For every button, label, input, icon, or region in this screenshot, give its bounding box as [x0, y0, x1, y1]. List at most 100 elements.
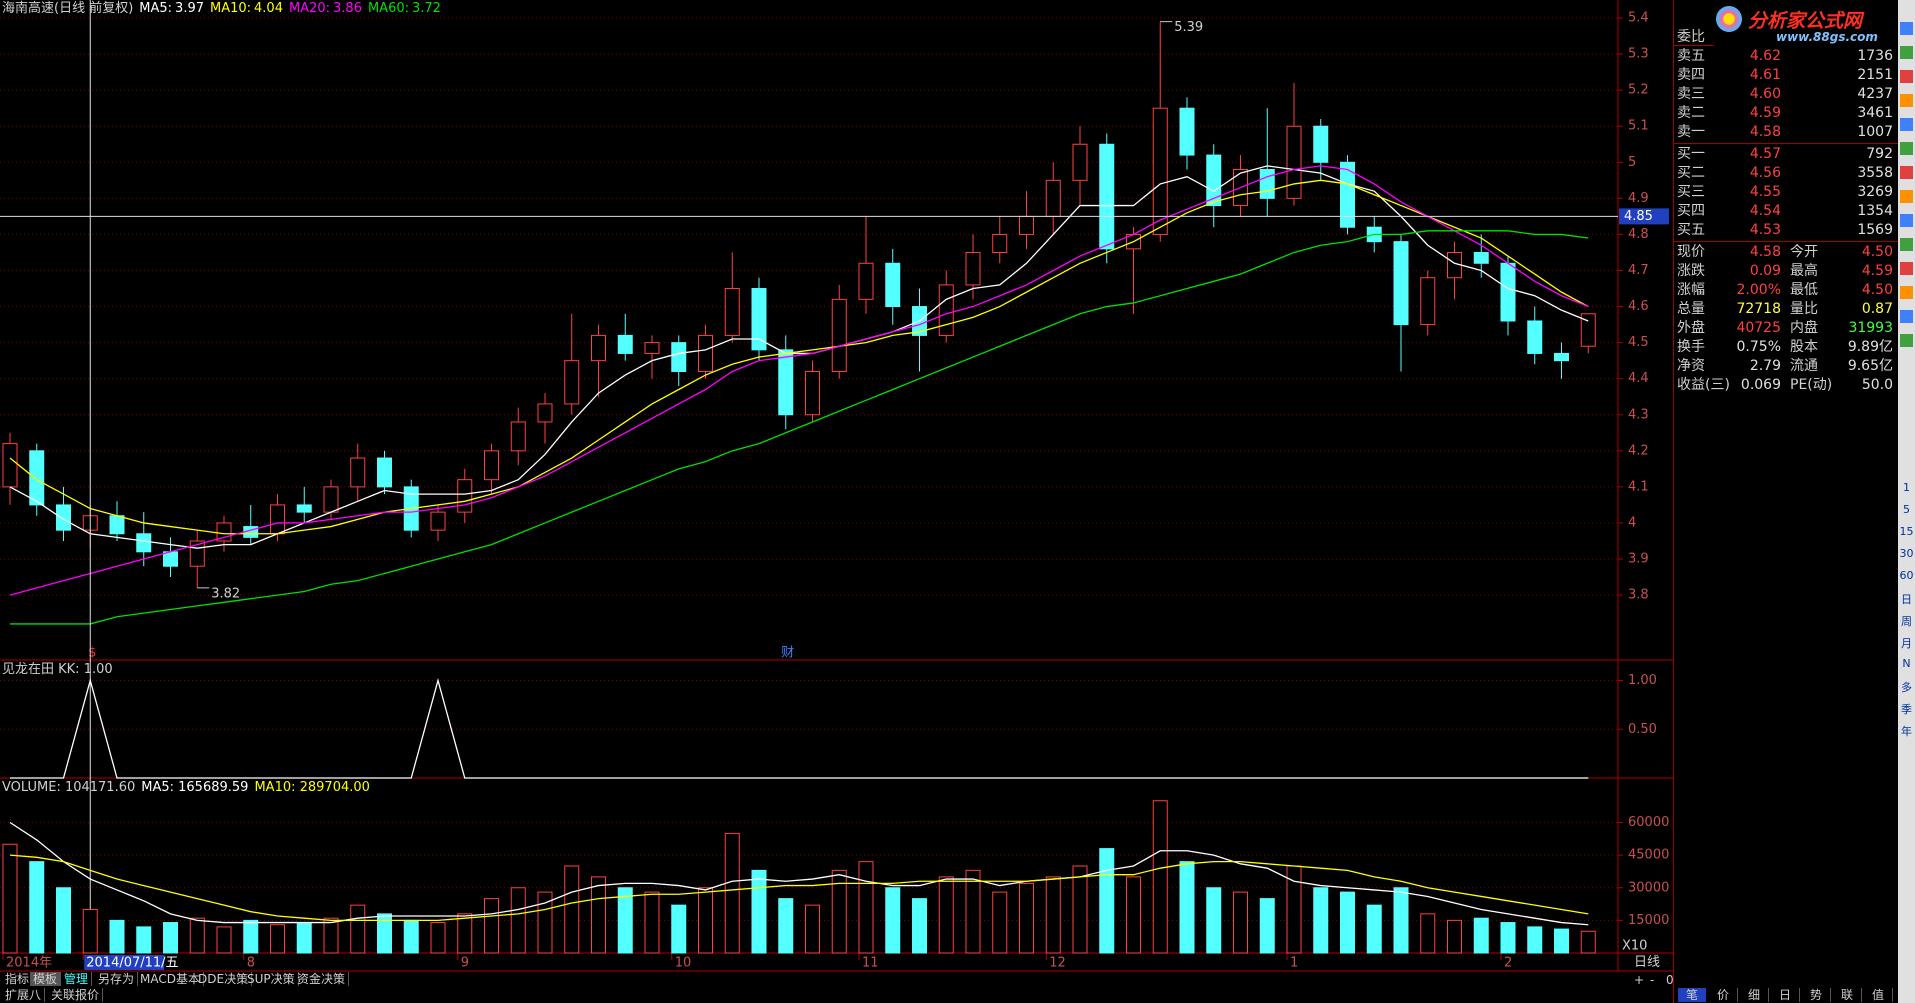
strip-button[interactable]: 30	[1899, 547, 1914, 560]
volume-bar	[457, 913, 473, 954]
order-price: 4.56	[1749, 165, 1781, 181]
strip-icon[interactable]	[1900, 262, 1913, 275]
panel-tab[interactable]: 价	[1709, 988, 1738, 1002]
strip-button[interactable]: 年	[1901, 725, 1912, 738]
strip-button[interactable]: 5	[1903, 503, 1910, 516]
strip-button[interactable]: N	[1902, 657, 1911, 670]
candle-body	[1072, 143, 1088, 181]
strip-icon[interactable]	[1900, 46, 1913, 59]
candle-body	[564, 360, 580, 405]
volume-bar	[216, 926, 232, 954]
strip-icon[interactable]	[1900, 94, 1913, 107]
strip-button[interactable]: 月	[1901, 637, 1912, 650]
candle-body	[778, 349, 794, 416]
toolbar-tab[interactable]: SUP决策	[244, 972, 299, 986]
strip-button[interactable]: 15	[1899, 525, 1914, 538]
toolbar-tab[interactable]: MACD基本	[137, 972, 204, 986]
panel-tab[interactable]: 笔	[1678, 988, 1706, 1002]
zoom-button[interactable]: -	[1650, 973, 1655, 987]
toolbar-tab[interactable]: 模板	[30, 972, 62, 986]
bottom-tab[interactable]: 扩展八	[2, 988, 46, 1002]
stat-value: 0.09	[1749, 263, 1781, 279]
stat-label: 涨跌	[1677, 263, 1705, 279]
toolbar-tab[interactable]: 资金决策	[294, 972, 350, 986]
candle-body	[109, 515, 125, 535]
strip-icon[interactable]	[1900, 310, 1913, 323]
legend-value: 3.72	[412, 1, 441, 16]
candle-body	[671, 342, 687, 372]
order-price: 4.53	[1749, 222, 1781, 238]
strip-button[interactable]: 季	[1901, 703, 1912, 716]
stat-value: 9.89亿	[1847, 339, 1893, 355]
panel-tab[interactable]: 细	[1740, 988, 1769, 1002]
legend-entry: MA10: 4.04	[210, 1, 283, 16]
x-tick-label: 9	[461, 956, 469, 971]
strip-button[interactable]: 多	[1901, 681, 1912, 694]
strip-icon[interactable]	[1900, 142, 1913, 155]
volume-bar	[858, 861, 874, 954]
stat-value: 4.50	[1861, 282, 1893, 298]
y-tick-label: 60000	[1628, 815, 1669, 830]
y-tick-label: 0.50	[1628, 722, 1657, 737]
volume-bar	[296, 922, 312, 954]
zoom-button[interactable]: 0	[1666, 973, 1674, 987]
strip-icon[interactable]	[1900, 214, 1913, 227]
stat-label: 现价	[1677, 244, 1705, 260]
order-label: 卖三	[1677, 86, 1705, 102]
quote-panel: 委比 卖五 4.62 1736 卖四 4.61 2151 卖三 4.60 4237 卖二 4.59 34…	[1673, 0, 1899, 1003]
volume-legend: MA5: 165689.59	[141, 780, 249, 795]
zoom-button[interactable]: +	[1634, 973, 1645, 987]
volume-legend: MA10: 289704.00	[254, 780, 370, 795]
candle-body	[457, 479, 473, 513]
panel-tab[interactable]: 联	[1833, 988, 1862, 1002]
volume-bar	[671, 904, 687, 954]
volume-bar	[2, 843, 18, 954]
order-label: 卖四	[1677, 67, 1705, 83]
strip-button[interactable]: 1	[1903, 481, 1910, 494]
candle-body	[698, 334, 713, 372]
bottom-tab[interactable]: 关联报价	[48, 988, 104, 1002]
stat-row: 现价 4.58 今开 4.50	[1674, 243, 1899, 261]
volume-bar	[377, 913, 392, 954]
strip-icon[interactable]	[1900, 286, 1913, 299]
toolbar-tab[interactable]: 指标	[2, 972, 34, 986]
strip-button[interactable]: 周	[1901, 615, 1912, 628]
crosshair-box	[1619, 208, 1669, 225]
y-tick-label: 15000	[1628, 913, 1669, 928]
toolbar-tab[interactable]: DDE决策	[195, 972, 253, 986]
order-row: 买二 4.56 3558	[1674, 164, 1899, 182]
candle-body	[938, 284, 954, 336]
stat-value: 0.87	[1861, 301, 1893, 317]
order-volume: 3461	[1857, 105, 1893, 121]
order-label: 买四	[1677, 203, 1705, 219]
panel-tab[interactable]: 日	[1771, 988, 1800, 1002]
toolbar-tab[interactable]: 另存为	[95, 972, 139, 986]
volume-bar	[1259, 898, 1275, 954]
legend-name: MA60:	[367, 1, 409, 16]
strip-icon[interactable]	[1900, 238, 1913, 251]
toolbar-tab[interactable]: 管理	[61, 972, 93, 986]
stat-value: 2.79	[1749, 358, 1781, 374]
panel-tab[interactable]: 值	[1864, 988, 1893, 1002]
y-tick-label: 5.1	[1628, 119, 1649, 134]
panel-tab[interactable]: 势	[1802, 988, 1831, 1002]
strip-icon[interactable]	[1900, 190, 1913, 203]
strip-icon[interactable]	[1900, 22, 1913, 35]
candle-body	[510, 421, 526, 452]
candle-body	[724, 288, 740, 336]
order-price: 4.58	[1749, 124, 1781, 140]
strip-button[interactable]: 60	[1899, 569, 1914, 582]
strip-icon[interactable]	[1900, 166, 1913, 179]
stat-value: 4.59	[1861, 263, 1893, 279]
candle-body	[1019, 215, 1034, 235]
strip-icon[interactable]	[1900, 334, 1913, 347]
strip-button[interactable]: 日	[1901, 593, 1912, 606]
volume-bar	[778, 898, 794, 954]
strip-icon[interactable]	[1900, 118, 1913, 131]
candle-body	[992, 233, 1008, 253]
y-tick-label: 4.2	[1628, 443, 1649, 458]
order-volume: 4237	[1857, 86, 1893, 102]
indicator-title: 见龙在田 KK: 1.00	[2, 662, 113, 677]
strip-icon[interactable]	[1900, 70, 1913, 83]
